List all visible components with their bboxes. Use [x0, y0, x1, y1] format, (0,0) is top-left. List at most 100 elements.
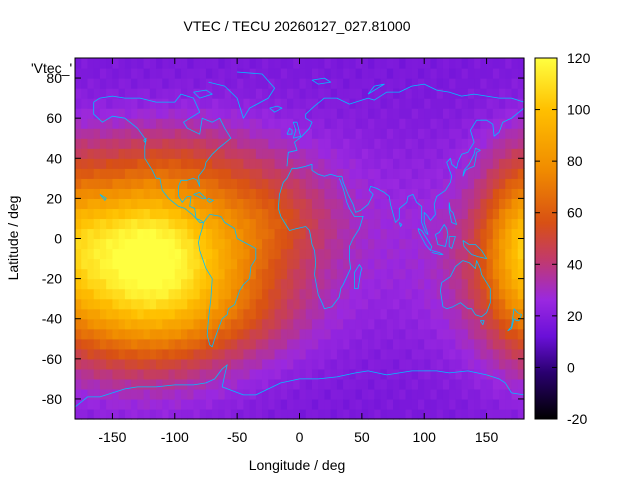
heatmap-cell — [461, 118, 469, 129]
heatmap-cell — [237, 128, 244, 139]
heatmap-cell — [230, 358, 238, 370]
heatmap-cell — [324, 238, 332, 250]
heatmap-cell — [467, 158, 475, 169]
heatmap-cell — [355, 388, 363, 400]
heatmap-cell — [274, 68, 282, 79]
heatmap-cell — [156, 208, 163, 220]
heatmap-cell — [305, 218, 313, 230]
heatmap-cell — [249, 378, 257, 390]
heatmap-cell — [449, 158, 457, 169]
heatmap-cell — [380, 168, 388, 179]
heatmap-cell — [368, 68, 375, 79]
heatmap-cell — [436, 228, 444, 240]
heatmap-cell — [162, 178, 170, 189]
heatmap-cell — [436, 168, 444, 179]
heatmap-cell — [187, 158, 195, 169]
heatmap-cell — [368, 168, 375, 179]
heatmap-cell — [336, 128, 344, 139]
heatmap-cell — [368, 118, 375, 129]
heatmap-cell — [499, 388, 506, 400]
heatmap-cell — [75, 328, 82, 340]
heatmap-cell — [268, 278, 276, 290]
heatmap-cell — [324, 168, 332, 179]
heatmap-cell — [449, 368, 457, 380]
heatmap-cell — [112, 368, 120, 380]
heatmap-cell — [93, 208, 101, 220]
heatmap-cell — [442, 128, 450, 139]
heatmap-cell — [255, 208, 263, 220]
heatmap-cell — [361, 178, 369, 189]
heatmap-cell — [486, 278, 494, 290]
heatmap-cell — [87, 368, 95, 380]
heatmap-cell — [218, 118, 226, 129]
heatmap-cell — [137, 358, 145, 370]
heatmap-cell — [492, 378, 500, 390]
heatmap-cell — [411, 68, 419, 79]
coastline — [311, 77, 332, 85]
heatmap-cell — [455, 98, 463, 109]
heatmap-cell — [174, 228, 182, 240]
heatmap-cell — [287, 398, 294, 410]
heatmap-cell — [405, 278, 413, 290]
heatmap-cell — [393, 118, 400, 129]
heatmap-cell — [99, 248, 107, 260]
heatmap-cell — [274, 198, 282, 210]
heatmap-cell — [461, 178, 469, 189]
heatmap-cell — [299, 228, 307, 240]
heatmap-cell — [118, 388, 126, 400]
heatmap-cell — [156, 168, 163, 179]
heatmap-cell — [268, 108, 276, 119]
heatmap-cell — [474, 168, 481, 179]
heatmap-cell — [75, 128, 82, 139]
heatmap-cell — [474, 158, 481, 169]
heatmap-cell — [380, 78, 388, 89]
heatmap-cell — [212, 248, 220, 260]
heatmap-cell — [492, 248, 500, 260]
heatmap-cell — [199, 88, 207, 99]
heatmap-cell — [162, 248, 170, 260]
heatmap-cell — [280, 208, 288, 220]
heatmap-cell — [299, 408, 307, 420]
heatmap-cell — [393, 388, 400, 400]
heatmap-cell — [243, 248, 251, 260]
heatmap-cell — [455, 398, 463, 410]
heatmap-cell — [224, 298, 232, 310]
heatmap-cell — [411, 358, 419, 370]
heatmap-cell — [399, 158, 407, 169]
heatmap-cell — [486, 208, 494, 220]
heatmap-cell — [118, 188, 126, 199]
heatmap-cell — [87, 128, 95, 139]
heatmap-cell — [162, 288, 170, 300]
heatmap-cell — [461, 388, 469, 400]
heatmap-cell — [156, 148, 163, 159]
heatmap-cell — [380, 178, 388, 189]
heatmap-cell — [99, 118, 107, 129]
heatmap-cell — [243, 368, 251, 380]
heatmap-cell — [324, 58, 332, 69]
heatmap-cell — [499, 98, 506, 109]
heatmap-cell — [237, 368, 244, 380]
heatmap-cell — [492, 368, 500, 380]
heatmap-cell — [243, 208, 251, 220]
heatmap-cell — [430, 58, 438, 69]
heatmap-cell — [224, 358, 232, 370]
heatmap-cell — [399, 338, 407, 350]
heatmap-cell — [181, 228, 188, 240]
heatmap-cell — [474, 248, 481, 260]
heatmap-cell — [380, 158, 388, 169]
heatmap-cell — [324, 308, 332, 320]
heatmap-cell — [205, 368, 213, 380]
heatmap-cell — [193, 268, 201, 280]
heatmap-cell — [349, 288, 357, 300]
heatmap-cell — [181, 268, 188, 280]
heatmap-cell — [75, 118, 82, 129]
heatmap-cell — [430, 268, 438, 280]
heatmap-cell — [199, 158, 207, 169]
heatmap-cell — [311, 148, 319, 159]
heatmap-cell — [511, 138, 519, 149]
heatmap-cell — [430, 208, 438, 220]
heatmap-cell — [137, 208, 145, 220]
heatmap-cell — [262, 298, 269, 310]
heatmap-cell — [474, 128, 481, 139]
heatmap-cell — [330, 248, 338, 260]
